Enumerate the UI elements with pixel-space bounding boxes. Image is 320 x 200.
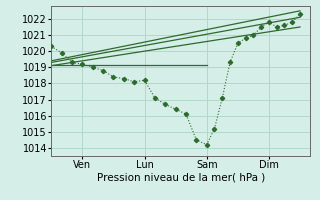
X-axis label: Pression niveau de la mer( hPa ): Pression niveau de la mer( hPa ) bbox=[97, 173, 265, 183]
